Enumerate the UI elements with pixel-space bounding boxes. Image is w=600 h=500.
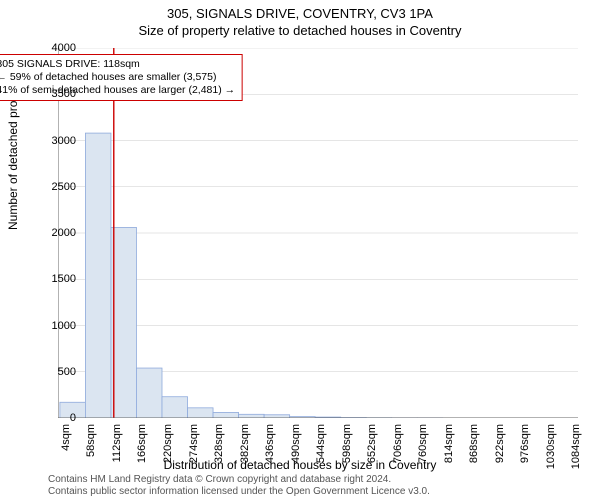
annotation-line1: 305 SIGNALS DRIVE: 118sqm [0, 58, 235, 71]
y-tick-label: 1000 [36, 320, 76, 332]
y-tick-label: 500 [36, 366, 76, 378]
chart-container: 305, SIGNALS DRIVE, COVENTRY, CV3 1PA Si… [0, 0, 600, 500]
title-main: 305, SIGNALS DRIVE, COVENTRY, CV3 1PA [0, 0, 600, 21]
y-tick-label: 4000 [36, 42, 76, 54]
y-tick-label: 3500 [36, 88, 76, 100]
y-tick-label: 2500 [36, 181, 76, 193]
attribution: Contains HM Land Registry data © Crown c… [48, 474, 430, 498]
x-axis-label: Distribution of detached houses by size … [0, 458, 600, 472]
title-sub: Size of property relative to detached ho… [0, 21, 600, 38]
y-tick-label: 1500 [36, 273, 76, 285]
annotation-line2: ← 59% of detached houses are smaller (3,… [0, 71, 235, 84]
histogram-plot [58, 48, 578, 418]
attribution-line1: Contains HM Land Registry data © Crown c… [48, 474, 430, 486]
chart-area: 305 SIGNALS DRIVE: 118sqm ← 59% of detac… [58, 48, 578, 418]
y-tick-label: 2000 [36, 227, 76, 239]
y-tick-label: 0 [36, 412, 76, 424]
attribution-line2: Contains public sector information licen… [48, 486, 430, 498]
y-tick-label: 3000 [36, 135, 76, 147]
